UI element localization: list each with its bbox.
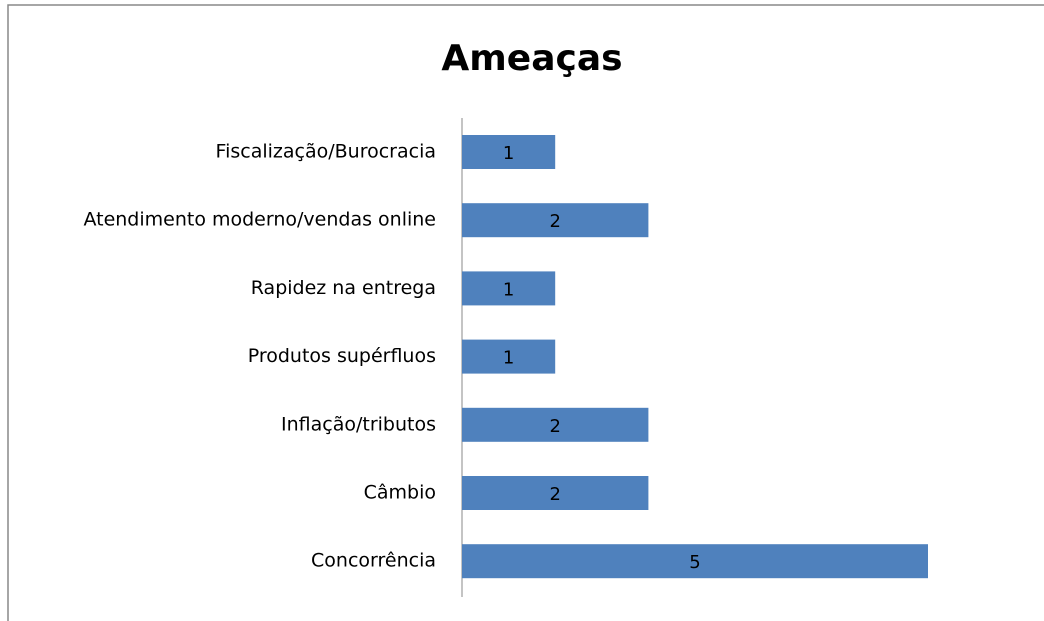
bar: [462, 339, 556, 374]
bar: [462, 476, 649, 510]
y-tick-label: Inflação/tributos: [281, 413, 436, 435]
y-tick-label: Câmbio: [364, 482, 436, 504]
chart-border: [7, 4, 1044, 621]
bar: [462, 544, 928, 579]
chart-title: Ameaças: [441, 38, 622, 79]
bar: [462, 203, 649, 238]
y-tick-label: Fiscalização/Burocracia: [216, 141, 436, 163]
y-tick-label: Concorrência: [311, 550, 436, 572]
data-label: 1: [503, 279, 514, 300]
data-label: 2: [549, 416, 560, 437]
data-label: 2: [549, 484, 560, 505]
data-label: 1: [503, 143, 514, 164]
bar: [462, 407, 649, 442]
y-tick-label: Rapidez na entrega: [251, 277, 436, 299]
bar: [462, 135, 556, 169]
data-label: 1: [503, 348, 514, 369]
bar: [462, 271, 556, 306]
data-label: 5: [689, 552, 700, 573]
y-tick-label: Atendimento moderno/vendas online: [83, 209, 436, 231]
y-tick-label: Produtos supérfluos: [248, 345, 436, 367]
data-label: 2: [549, 211, 560, 232]
